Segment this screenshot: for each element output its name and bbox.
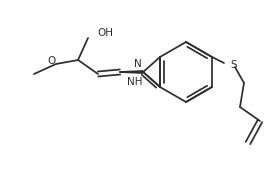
Text: NH: NH (127, 77, 143, 87)
Text: S: S (230, 60, 237, 70)
Text: N: N (134, 59, 142, 69)
Text: O: O (47, 56, 55, 66)
Text: OH: OH (97, 28, 113, 38)
